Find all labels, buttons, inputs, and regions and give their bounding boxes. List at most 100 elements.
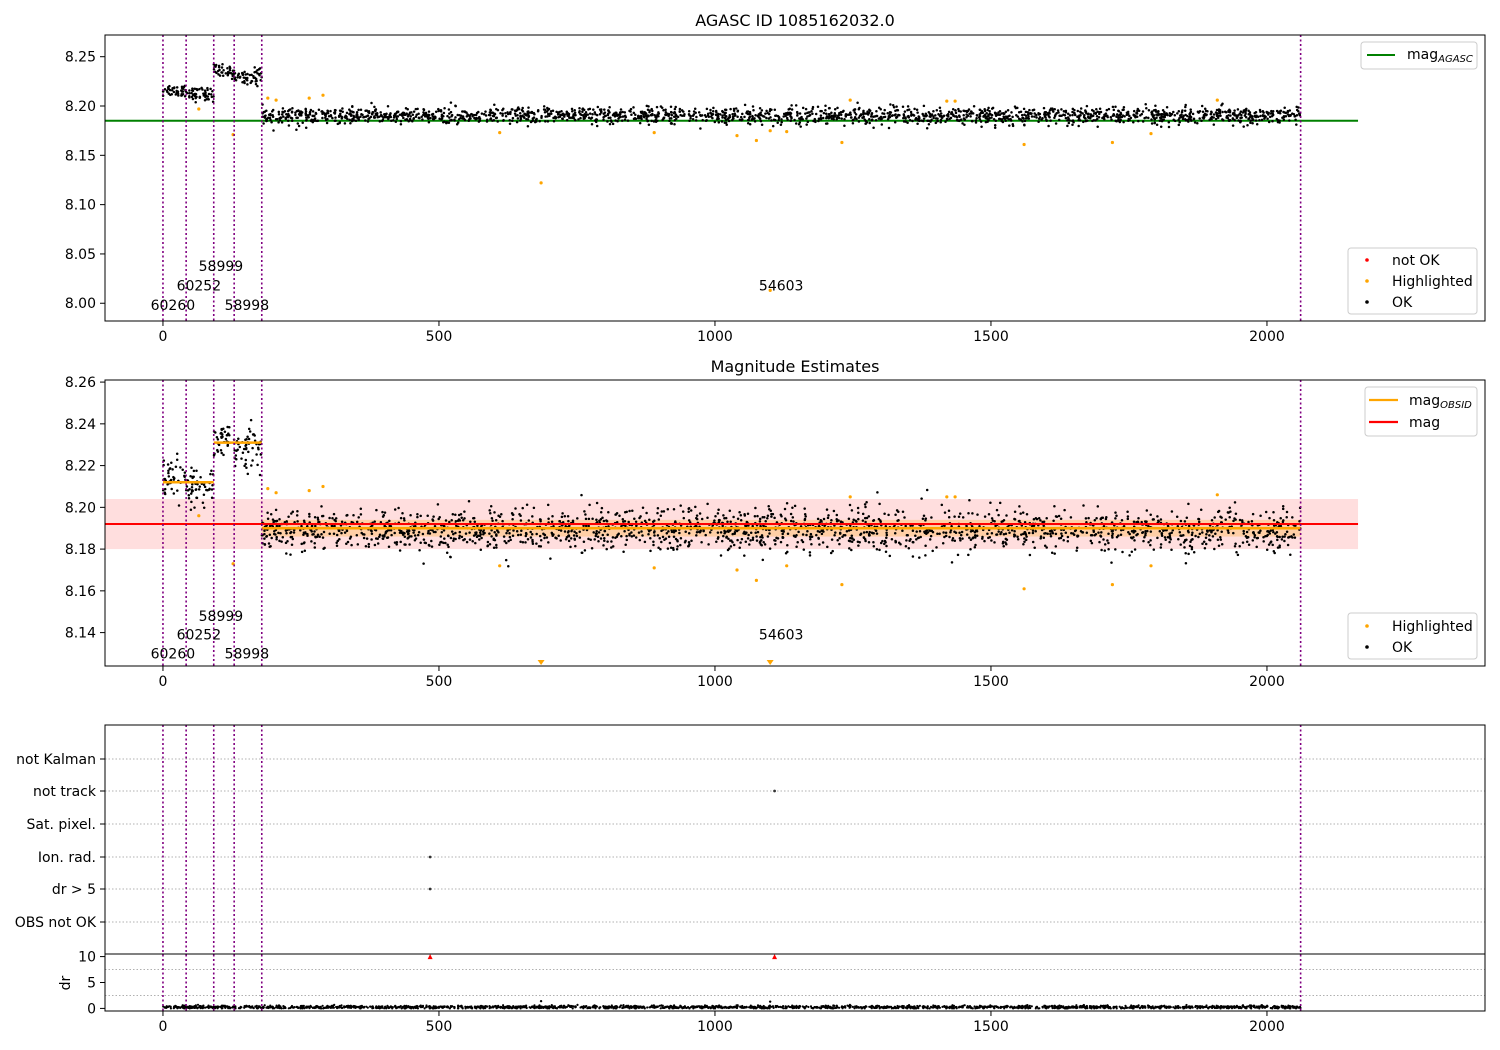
ok-point [493, 103, 496, 107]
ok-point [630, 113, 633, 116]
ok-point [731, 113, 734, 116]
ok-point [758, 112, 761, 116]
ok-point [990, 517, 994, 520]
ok-point [932, 115, 935, 118]
ok-point [567, 519, 570, 523]
ok-point [313, 117, 317, 120]
ok-point [1233, 501, 1237, 504]
ok-point [1208, 118, 1211, 122]
ok-point [885, 533, 889, 537]
ok-point [758, 106, 762, 110]
ok-point [1226, 116, 1230, 120]
ok-point [857, 107, 861, 111]
ok-point [1084, 517, 1088, 520]
ok-point [962, 113, 965, 117]
ok-point [675, 117, 678, 121]
ok-point [990, 107, 994, 110]
ok-point [843, 124, 846, 127]
ok-point [930, 516, 933, 519]
ok-point [291, 107, 294, 110]
ok-point [272, 532, 276, 536]
ok-point [1190, 547, 1194, 551]
ok-point [1031, 540, 1035, 544]
ok-point [489, 511, 492, 515]
ok-point [1079, 529, 1083, 533]
ok-point [972, 105, 976, 108]
ok-point [491, 114, 495, 118]
ok-point [975, 534, 979, 537]
ok-point [226, 66, 229, 70]
ok-point [606, 533, 609, 536]
ok-point [875, 532, 879, 535]
ok-point [639, 114, 643, 118]
ok-point [254, 82, 258, 86]
ok-point [1288, 535, 1291, 539]
ok-point [887, 114, 891, 118]
ok-point [170, 89, 174, 92]
highlighted-point [498, 564, 502, 568]
ok-point [773, 538, 776, 542]
ok-point [549, 557, 552, 560]
ok-point [850, 509, 854, 512]
x-tick-label: 2000 [1249, 674, 1285, 690]
ok-point [311, 110, 315, 113]
ok-point [599, 537, 603, 540]
ok-point [468, 531, 471, 534]
ok-point [526, 110, 529, 113]
ok-point [258, 473, 262, 477]
ok-point [995, 508, 999, 512]
ok-point [997, 117, 1001, 121]
ok-point [701, 118, 704, 122]
ok-point [462, 538, 465, 542]
dr-point [851, 1005, 855, 1009]
ok-point [653, 113, 656, 117]
ok-point [297, 124, 301, 128]
ok-point [1141, 531, 1144, 535]
obs-label: 60252 [177, 278, 222, 294]
ok-point [181, 468, 184, 471]
ok-point [988, 117, 991, 120]
ok-point [1026, 111, 1030, 114]
ok-point [563, 515, 567, 518]
ok-point [1023, 123, 1026, 127]
ok-point [359, 108, 363, 112]
ok-point [842, 109, 845, 113]
ok-point [1037, 517, 1041, 520]
ok-point [983, 515, 987, 518]
ok-point [426, 514, 429, 518]
ok-point [324, 118, 328, 122]
ok-point [806, 529, 809, 533]
ok-point [942, 114, 946, 118]
ok-point [776, 114, 780, 118]
ok-point [244, 438, 247, 441]
ok-point [667, 535, 671, 538]
ok-point [1043, 544, 1047, 548]
ok-point [545, 110, 549, 113]
ok-point [241, 80, 244, 84]
ok-point [1024, 110, 1028, 114]
y-tick-label: 8.25 [65, 50, 96, 66]
legend-marker [1365, 645, 1369, 649]
ok-point [1047, 115, 1051, 118]
ok-point [679, 504, 682, 507]
ok-point [732, 515, 735, 519]
ok-point [1152, 548, 1156, 551]
ok-point [1042, 520, 1046, 524]
ok-point [855, 117, 858, 121]
ok-point [527, 106, 530, 109]
ok-point [969, 110, 973, 113]
ok-point [310, 530, 313, 533]
ok-point [873, 115, 877, 118]
ok-point [993, 112, 997, 115]
ok-point [487, 113, 491, 117]
legend-entry: Highlighted [1392, 619, 1473, 635]
ok-point [349, 535, 353, 539]
ok-point [983, 107, 986, 111]
ok-point [653, 519, 656, 522]
ok-point [1217, 114, 1220, 118]
ok-point [1283, 539, 1286, 543]
ok-point [1184, 105, 1187, 109]
ok-point [796, 541, 799, 544]
ok-point [163, 87, 167, 91]
